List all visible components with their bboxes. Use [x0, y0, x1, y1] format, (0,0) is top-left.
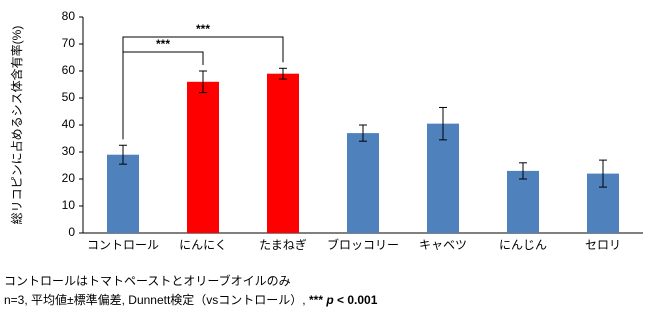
significance-label: ***: [196, 22, 210, 36]
x-tick-label: キャベツ: [419, 238, 467, 252]
x-tick-label: コントロール: [87, 238, 159, 252]
y-tick-label: 70: [62, 36, 76, 50]
significance-p: p: [325, 293, 333, 307]
y-tick-label: 50: [62, 90, 76, 104]
significance-stars: ***: [309, 293, 323, 307]
y-tick-label: 60: [62, 63, 76, 77]
bar: [507, 170, 539, 233]
significance-bracket: [122, 36, 284, 140]
x-tick-label: セロリ: [585, 238, 621, 252]
bar: [187, 81, 219, 233]
x-tick-label: たまねぎ: [259, 238, 307, 252]
footnote-text: n=3, 平均値±標準偏差, Dunnett検定（vsコントロール）,: [4, 292, 309, 307]
significance-label: ***: [156, 37, 170, 51]
y-tick-label: 10: [62, 198, 76, 212]
y-tick-label: 80: [62, 9, 76, 23]
x-tick-label: ブロッコリー: [327, 237, 399, 252]
bar: [427, 123, 459, 233]
footnote: コントロールはトマトペーストとオリーブオイルのみ: [4, 273, 291, 288]
significance-threshold: < 0.001: [337, 293, 378, 307]
y-tick-label: 0: [68, 225, 75, 239]
bar: [267, 73, 299, 233]
x-tick-label: にんじん: [499, 238, 547, 252]
bar: [347, 133, 379, 233]
footnote: n=3, 平均値±標準偏差, Dunnett検定（vsコントロール）, *** …: [4, 292, 378, 307]
y-tick-label: 30: [62, 144, 76, 158]
y-tick-label: 20: [62, 171, 76, 185]
y-tick-label: 40: [62, 117, 76, 131]
bar: [107, 154, 139, 233]
y-axis-label: 総リコピンに占めるシス体含有率(%): [9, 26, 24, 225]
x-tick-label: にんにく: [179, 238, 227, 252]
